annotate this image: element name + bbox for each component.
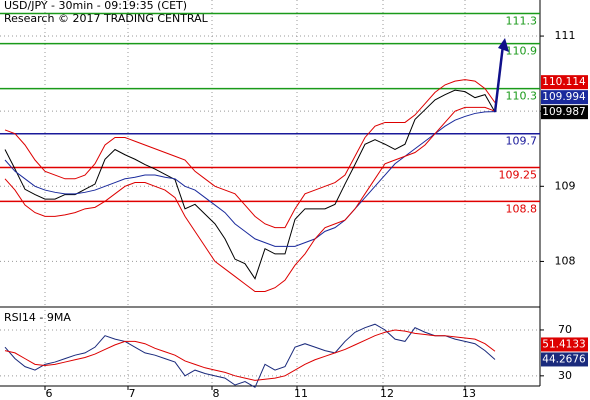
forecast-arrow bbox=[493, 44, 505, 113]
value-box-label: 109.987 bbox=[542, 106, 585, 118]
value-box bbox=[541, 90, 588, 105]
level-label: 110.9 bbox=[506, 45, 538, 58]
forecast-arrowhead bbox=[498, 38, 509, 52]
x-tick-label: 8 bbox=[213, 387, 220, 400]
value-box bbox=[541, 352, 588, 367]
series-line bbox=[4, 329, 496, 381]
value-box-label: 51.4133 bbox=[542, 338, 585, 350]
x-tick-label: 6 bbox=[46, 387, 53, 400]
level-label: 109.7 bbox=[506, 135, 538, 148]
level-label: 109.25 bbox=[499, 169, 538, 182]
x-tick-label: 13 bbox=[462, 387, 476, 400]
series-line bbox=[4, 323, 496, 389]
x-tick-label: 11 bbox=[294, 387, 308, 400]
value-box-label: 110.114 bbox=[542, 76, 586, 88]
series-line bbox=[4, 106, 496, 292]
value-box bbox=[541, 337, 588, 352]
y-tick-label: 111 bbox=[555, 29, 576, 42]
y-tick-label: 30 bbox=[558, 369, 572, 382]
x-tick-label: 12 bbox=[380, 387, 394, 400]
value-box bbox=[541, 75, 588, 90]
x-tick-label: 7 bbox=[129, 387, 136, 400]
level-label: 110.3 bbox=[506, 90, 538, 103]
y-tick-label: 108 bbox=[555, 254, 576, 267]
rsi-title: RSI14 - 9MA bbox=[4, 311, 71, 324]
series-line bbox=[4, 89, 496, 280]
value-box bbox=[541, 105, 588, 120]
chart-subtitle: Research © 2017 TRADING CENTRAL bbox=[4, 12, 209, 25]
value-box-label: 44.2676 bbox=[542, 353, 586, 365]
series-line bbox=[4, 111, 496, 247]
series-line bbox=[4, 79, 496, 229]
y-tick-label: 109 bbox=[555, 179, 576, 192]
value-box-label: 109.994 bbox=[542, 91, 586, 103]
level-label: 108.8 bbox=[506, 202, 538, 215]
level-label: 111.3 bbox=[506, 15, 538, 28]
y-tick-label: 70 bbox=[558, 323, 572, 336]
chart-title: USD/JPY - 30min - 09:19:35 (CET) bbox=[4, 0, 187, 12]
